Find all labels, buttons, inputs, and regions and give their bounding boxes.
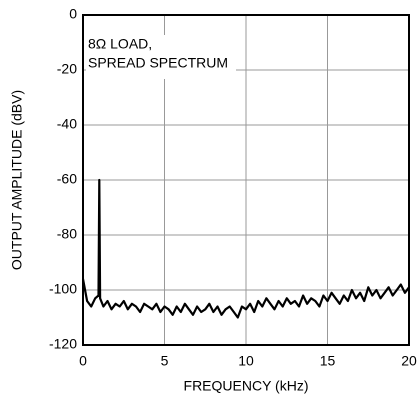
annotation: SPREAD SPECTRUM — [88, 55, 228, 71]
x-tick-label: 15 — [320, 353, 336, 369]
y-axis-title: OUTPUT AMPLITUDE (dBV) — [9, 90, 25, 270]
y-tick-label: 0 — [69, 6, 77, 22]
y-tick-label: -120 — [49, 336, 77, 352]
y-tick-label: -80 — [57, 226, 77, 242]
x-axis-title: FREQUENCY (kHz) — [184, 378, 309, 394]
x-tick-label: 0 — [79, 353, 87, 369]
annotation: 8Ω LOAD, — [88, 36, 152, 52]
x-tick-label: 10 — [238, 353, 254, 369]
y-tick-label: -40 — [57, 116, 77, 132]
spectrum-line — [81, 178, 410, 319]
y-tick-label: -20 — [57, 61, 77, 77]
x-tick-label: 5 — [161, 353, 169, 369]
y-tick-label: -60 — [57, 171, 77, 187]
annotation-bg — [86, 35, 236, 79]
x-tick-label: 20 — [401, 353, 417, 369]
y-tick-label: -100 — [49, 281, 77, 297]
plot-frame — [82, 14, 410, 346]
